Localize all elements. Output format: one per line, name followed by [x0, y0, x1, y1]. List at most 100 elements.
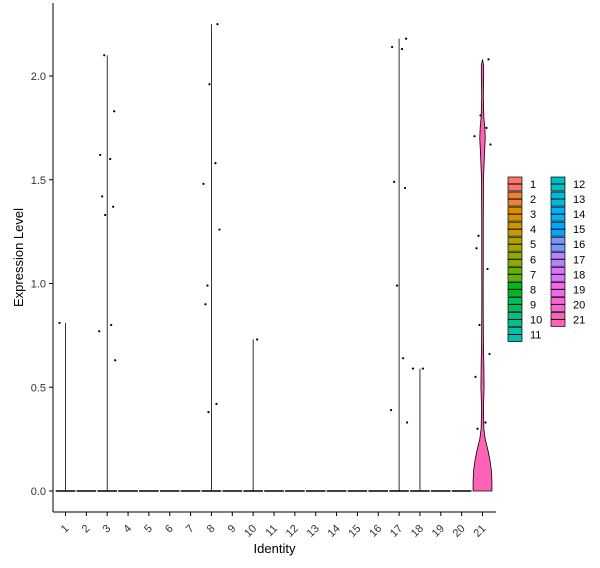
- data-point: [114, 359, 117, 362]
- data-point: [402, 357, 405, 360]
- data-point: [485, 126, 488, 129]
- data-point: [110, 323, 113, 327]
- x-tick-label: 19: [430, 523, 447, 540]
- data-point: [101, 195, 104, 198]
- x-tick-label: 10: [242, 523, 259, 540]
- y-tick-label: 0.0: [31, 486, 46, 498]
- y-tick-label: 0.5: [31, 382, 46, 394]
- x-tick-label: 7: [184, 523, 197, 536]
- data-point: [488, 352, 491, 356]
- legend-label: 9: [530, 299, 536, 311]
- data-point: [401, 47, 404, 51]
- data-point: [475, 247, 478, 250]
- data-point: [256, 338, 259, 341]
- legend-label: 8: [530, 284, 536, 296]
- x-tick-label: 3: [101, 523, 114, 536]
- x-tick-label: 13: [305, 523, 322, 540]
- data-point: [208, 83, 211, 86]
- legend-label: 16: [573, 239, 585, 251]
- x-tick-label: 2: [80, 523, 93, 536]
- data-point: [202, 182, 205, 185]
- legend-label: 11: [530, 330, 541, 342]
- y-tick-label: 2.0: [31, 71, 46, 83]
- data-point: [58, 321, 61, 325]
- data-point: [478, 323, 481, 327]
- violin-shape: [472, 59, 493, 492]
- x-tick-label: 1: [59, 523, 72, 536]
- data-point: [218, 228, 221, 231]
- data-point: [411, 367, 415, 370]
- legend-label: 2: [530, 194, 536, 206]
- data-point: [98, 330, 101, 333]
- data-point: [396, 284, 399, 287]
- x-tick-label: 6: [163, 523, 176, 536]
- data-point: [207, 411, 210, 414]
- legend-label: 13: [573, 194, 585, 206]
- x-axis-ticks: 1 2 3 4 5 6 7 8 9 10 11 12 13 14 15 16 17 18 19 20 21: [59, 512, 489, 540]
- x-tick-label: 11: [264, 523, 281, 540]
- legend-label: 20: [573, 299, 585, 311]
- data-point: [214, 162, 217, 165]
- data-point: [103, 54, 106, 57]
- x-axis-title: Identity: [254, 541, 296, 556]
- x-tick-label: 5: [142, 523, 155, 536]
- x-tick-label: 12: [284, 523, 301, 540]
- x-tick-label: 9: [226, 523, 239, 536]
- data-point: [489, 143, 492, 146]
- violins-layer: [55, 24, 493, 492]
- legend-label: 10: [530, 314, 542, 326]
- y-axis-ticks: 0.0 0.5 1.0 1.5 2.0: [31, 71, 53, 498]
- legend-label: 15: [573, 224, 585, 236]
- legend-label: 18: [573, 269, 585, 281]
- x-tick-label: 20: [451, 523, 468, 540]
- data-point: [484, 421, 487, 424]
- x-tick-label: 17: [388, 523, 405, 540]
- legend-label: 14: [573, 209, 585, 221]
- data-point: [99, 153, 102, 156]
- data-point: [473, 135, 476, 138]
- legend-label: 6: [530, 254, 536, 266]
- data-point: [390, 408, 393, 412]
- data-point: [421, 367, 425, 370]
- x-tick-label: 14: [326, 523, 343, 540]
- data-point: [393, 180, 396, 183]
- data-point: [104, 213, 107, 217]
- data-point: [477, 234, 480, 237]
- data-point: [216, 23, 219, 26]
- x-tick-label: 4: [121, 523, 134, 536]
- data-point: [404, 186, 407, 190]
- data-point: [206, 284, 209, 287]
- data-point: [487, 58, 490, 61]
- y-tick-label: 1.5: [31, 175, 46, 187]
- legend-label: 1: [530, 179, 536, 191]
- data-point: [474, 375, 477, 378]
- legend-label: 12: [573, 179, 585, 191]
- data-point: [215, 402, 218, 405]
- data-point: [109, 157, 112, 161]
- data-point: [479, 114, 482, 117]
- data-point: [113, 110, 116, 113]
- y-tick-label: 1.0: [31, 279, 46, 291]
- legend-label: 7: [530, 269, 536, 281]
- data-point: [486, 267, 489, 271]
- data-point: [112, 205, 115, 208]
- data-point: [391, 45, 394, 49]
- data-point: [406, 421, 409, 424]
- points-layer: [58, 23, 492, 430]
- legend-label: 21: [573, 314, 585, 326]
- legend-label: 19: [573, 284, 585, 296]
- legend-label: 5: [530, 239, 536, 251]
- legend-label: 3: [530, 209, 536, 221]
- x-tick-label: 15: [346, 523, 363, 540]
- x-tick-label: 16: [367, 523, 384, 540]
- data-point: [204, 303, 207, 306]
- x-tick-label: 8: [205, 523, 218, 536]
- legend-label: 4: [530, 224, 536, 236]
- x-tick-label: 21: [471, 523, 488, 540]
- data-point: [476, 427, 479, 430]
- x-tick-label: 18: [409, 523, 426, 540]
- legend-label: 17: [573, 254, 585, 266]
- data-point: [405, 37, 408, 40]
